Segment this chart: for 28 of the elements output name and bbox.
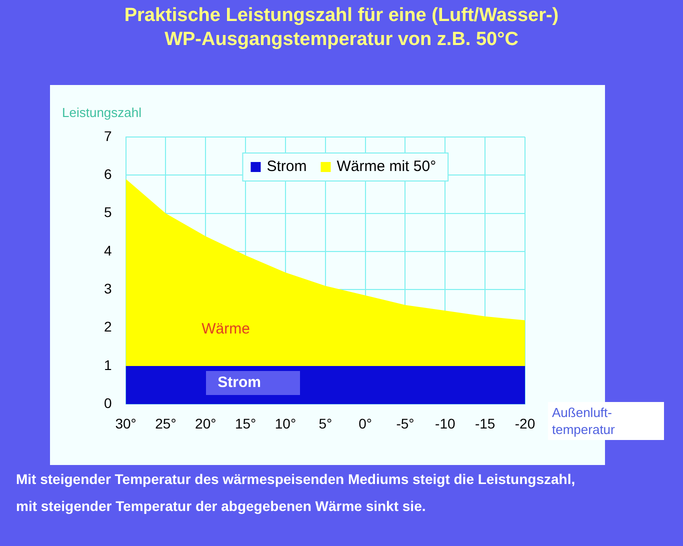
- x-tick-label: 20°: [195, 415, 216, 432]
- y-tick-label: 4: [104, 242, 112, 258]
- y-tick-label: 1: [104, 356, 112, 373]
- x-tick-label: -20: [514, 415, 536, 432]
- x-tick-label: -10: [435, 415, 456, 432]
- y-tick-label: 2: [104, 318, 112, 335]
- y-tick-label: 5: [104, 204, 112, 220]
- label-box: Strom: [206, 370, 300, 395]
- x-tick-label: -15: [474, 415, 496, 432]
- x-tick-label: 25°: [155, 415, 176, 432]
- y-tick-label: 6: [104, 166, 112, 182]
- y-tick-label: 0: [104, 395, 112, 412]
- y-tick-label: 3: [104, 280, 112, 297]
- x-tick-label: 15°: [234, 415, 256, 432]
- x-axis-title: Außenluft- temperatur: [548, 402, 664, 440]
- legend-label: Strom: [266, 158, 307, 176]
- chart-title: Praktische Leistungszahl für eine (Luft/Wasser-) WP-Ausgangstemperatur von z.B. 50°C: [123, 4, 560, 52]
- x-tick-label: 30°: [115, 415, 136, 432]
- text: mit steigender Temperatur der abgegebenen Wärme sinkt sie.: [16, 497, 427, 516]
- x-tick-label: -5°: [396, 415, 414, 432]
- legend-label: Wärme mit 50°: [336, 158, 436, 176]
- x-tick-label: 0°: [358, 415, 372, 432]
- y-axis-title: Leistungszahl: [62, 105, 142, 120]
- y-tick-label: 7: [104, 128, 112, 144]
- annotation: Wärme: [202, 320, 250, 338]
- x-tick-label: 10°: [274, 415, 296, 432]
- x-tick-label: 5°: [318, 415, 332, 432]
- text: Mit steigender Temperatur des wärmespeisenden Mediums steigt die Leistungszahl,: [16, 470, 576, 489]
